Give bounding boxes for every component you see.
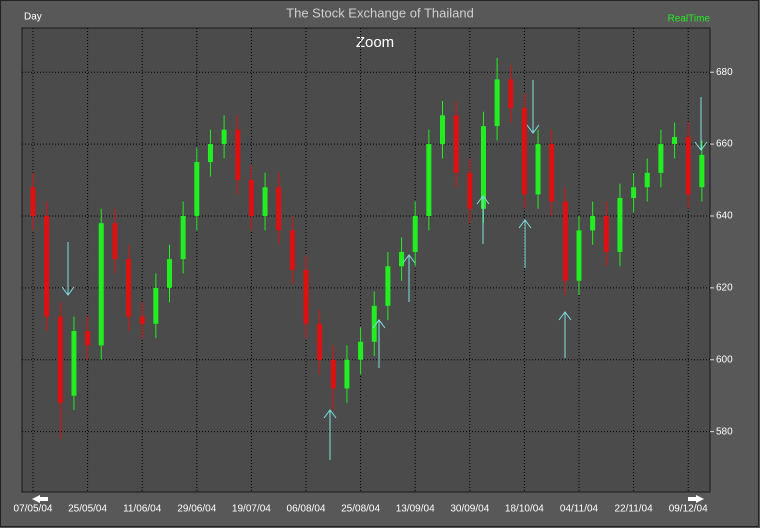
mode-label[interactable]: RealTime — [668, 14, 711, 25]
y-tick-label: 620 — [716, 282, 733, 293]
x-tick-label: 25/05/04 — [68, 504, 107, 515]
x-tick-label: 09/12/04 — [669, 504, 708, 515]
candle-body — [30, 187, 36, 216]
candle-body — [672, 136, 678, 145]
candle-body — [453, 115, 459, 173]
candle-body — [207, 144, 213, 163]
candle-body — [426, 144, 432, 216]
candle-body — [412, 215, 418, 252]
candle-body — [248, 180, 254, 216]
x-tick-label: 25/08/04 — [341, 504, 380, 515]
candle-body — [535, 144, 541, 195]
candle-body — [699, 154, 705, 188]
scroll-arrows[interactable] — [32, 495, 704, 503]
x-tick-label: 11/06/04 — [123, 504, 162, 515]
candle-body — [399, 251, 405, 267]
candle-body — [521, 108, 527, 195]
x-tick-label: 13/09/04 — [396, 504, 435, 515]
x-tick-label: 19/07/04 — [232, 504, 271, 515]
candle-body — [549, 144, 555, 202]
y-tick-label: 600 — [716, 354, 733, 365]
candle-body — [480, 126, 486, 209]
candle-body — [330, 359, 336, 389]
candle-body — [590, 215, 596, 231]
x-tick-label: 07/05/04 — [14, 504, 53, 515]
y-tick-label: 660 — [716, 139, 733, 150]
candle-body — [603, 215, 609, 252]
candle-body — [358, 341, 364, 360]
x-tick-label: 06/08/04 — [287, 504, 326, 515]
y-tick-label: 640 — [716, 211, 733, 222]
candle-body — [631, 187, 637, 199]
candle-body — [44, 215, 50, 317]
candle-body — [494, 79, 500, 127]
candle-body — [98, 223, 104, 346]
plot-area — [21, 27, 711, 493]
candle-body — [167, 259, 172, 288]
candle-body — [289, 230, 295, 270]
candle-body — [139, 316, 145, 324]
candle-body — [371, 305, 377, 342]
annotation-arrows — [61, 80, 708, 460]
candle-body — [153, 287, 159, 324]
candle-body — [57, 316, 63, 403]
candle-body — [221, 129, 227, 145]
candle-body — [303, 269, 309, 324]
candle-body — [685, 136, 691, 195]
candle-body — [385, 266, 391, 306]
chart-title: The Stock Exchange of Thailand — [286, 5, 474, 20]
x-tick-label: 18/10/04 — [505, 504, 544, 515]
period-label: Day — [24, 12, 42, 23]
x-tick-label: 29/06/04 — [177, 504, 216, 515]
scroll-left[interactable] — [32, 495, 48, 503]
candle-body — [576, 230, 582, 281]
candle-body — [508, 79, 514, 109]
candle-body — [85, 330, 91, 346]
candle-body — [644, 172, 650, 188]
candle-body — [617, 198, 623, 252]
x-tick-label: 22/11/04 — [615, 504, 654, 515]
candle-body — [467, 172, 473, 209]
x-tick-label: 30/09/04 — [450, 504, 489, 515]
candle-body — [317, 323, 323, 360]
candle-body — [235, 129, 241, 181]
candle-body — [276, 187, 282, 231]
y-tick-label: 580 — [716, 426, 733, 437]
candle-body — [126, 259, 132, 317]
y-tick-label: 680 — [716, 67, 733, 78]
candle-body — [344, 359, 350, 389]
candle-body — [112, 223, 118, 260]
candle-body — [262, 187, 268, 216]
scroll-right[interactable] — [688, 495, 704, 503]
candle-body — [440, 115, 445, 145]
candle-body — [658, 144, 664, 173]
subtitle: Zoom — [356, 34, 394, 51]
candle-body — [180, 215, 186, 260]
candle-body — [71, 330, 77, 396]
candle-body — [562, 201, 568, 281]
candle-body — [194, 162, 200, 216]
x-tick-label: 04/11/04 — [560, 504, 599, 515]
